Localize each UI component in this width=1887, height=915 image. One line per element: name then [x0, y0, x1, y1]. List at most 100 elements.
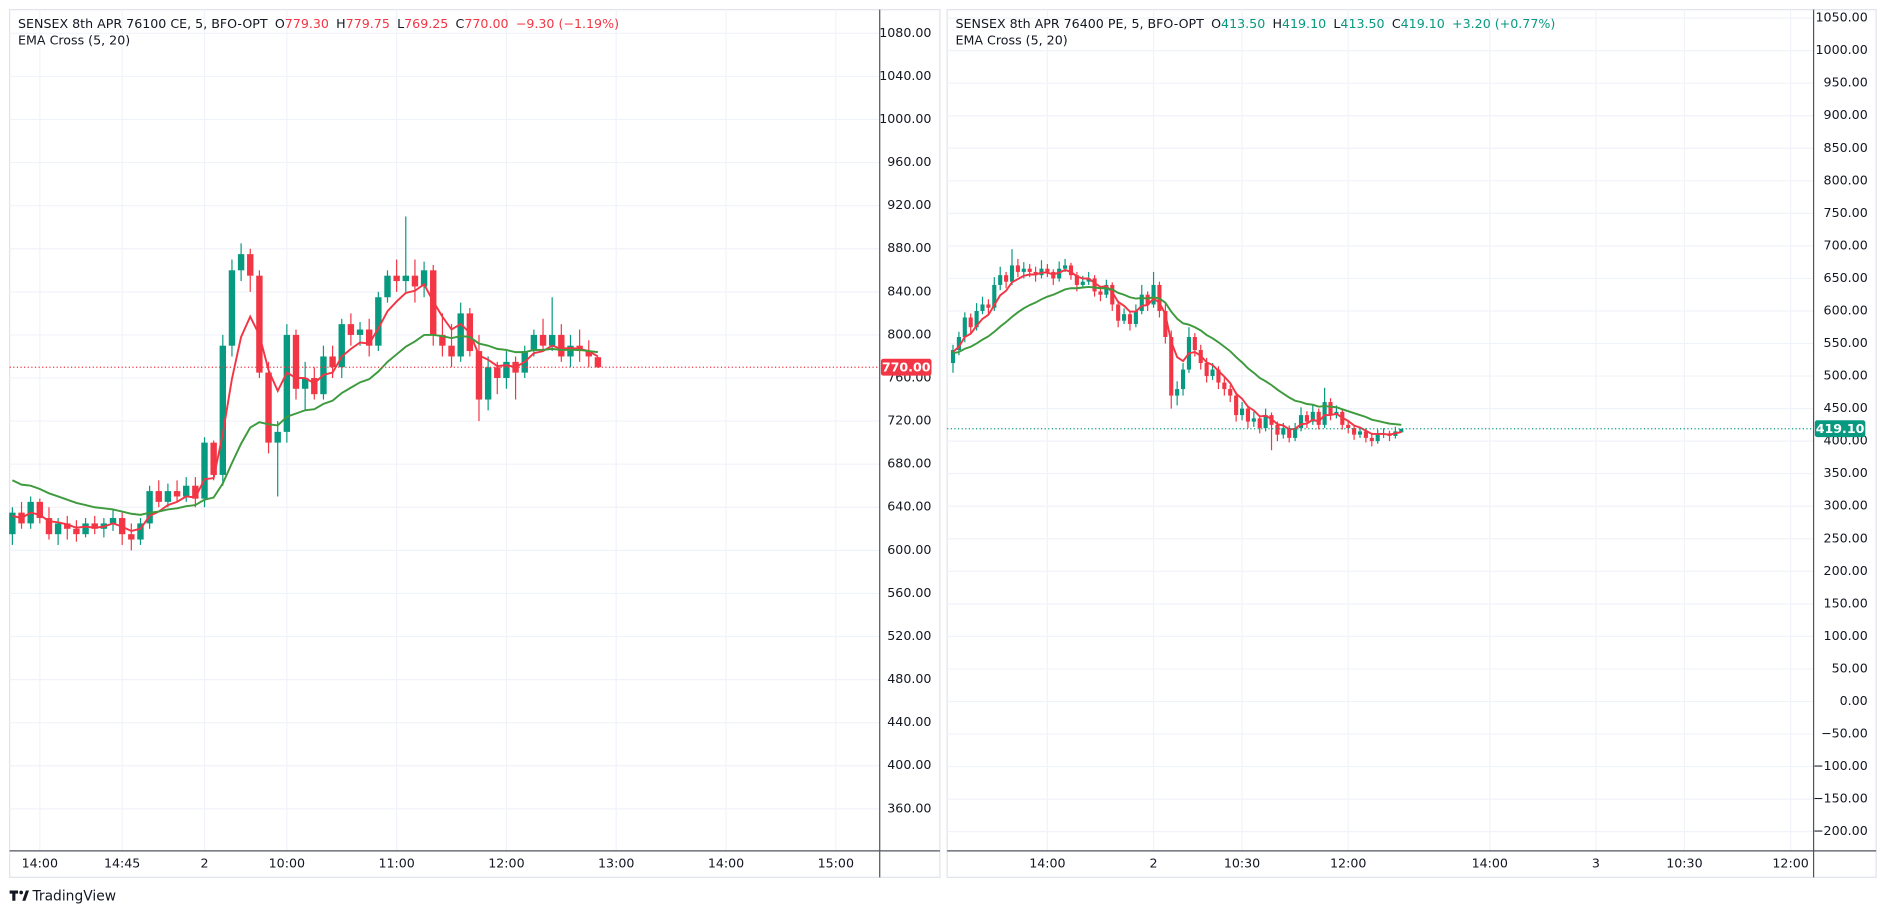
indicator-label: EMA Cross (5, 20)	[956, 32, 1068, 47]
candle-body	[1139, 294, 1144, 311]
candle-body	[974, 310, 979, 328]
footer-brand: TradingView	[31, 889, 116, 905]
y-tick-label: 200.00	[1824, 563, 1868, 578]
candle-body	[1346, 424, 1351, 429]
candle-body	[503, 361, 510, 379]
indicator-label: EMA Cross (5, 20)	[18, 32, 130, 47]
candle-body	[1015, 265, 1020, 272]
candle-body	[347, 324, 355, 335]
candle-body	[1145, 294, 1150, 305]
candle-body	[494, 367, 501, 379]
y-tick-label: 360.00	[887, 800, 931, 815]
last-price-label: 419.10	[1816, 421, 1865, 436]
candle-body	[962, 317, 967, 338]
candle-body	[1245, 408, 1250, 422]
candle-body	[73, 528, 80, 535]
candle-body	[1116, 304, 1121, 321]
y-tick-label: 800.00	[887, 326, 931, 341]
candle-body	[247, 254, 254, 276]
candle-body	[1175, 389, 1180, 396]
x-tick-label: 15:00	[818, 856, 854, 871]
legend-key: C	[456, 16, 465, 31]
candle-body	[155, 491, 162, 502]
candle-body	[393, 275, 400, 282]
candle-body	[1180, 369, 1186, 390]
y-tick-label: 100.00	[1824, 628, 1868, 643]
y-tick-label: 1000.00	[1816, 42, 1868, 57]
y-tick-label: 150.00	[1824, 595, 1868, 610]
y-tick-label: −50.00	[1821, 726, 1868, 741]
chart-legend: SENSEX 8th APR 76100 CE, 5, BFO-OPT O779.…	[18, 16, 619, 31]
y-tick-label: 440.00	[887, 714, 931, 729]
x-tick-label: 14:00	[708, 856, 744, 871]
candle-body	[530, 334, 538, 352]
candle-body	[192, 485, 199, 499]
chart-title: SENSEX 8th APR 76400 PE, 5, BFO-OPT	[956, 16, 1205, 31]
candle-body	[210, 442, 217, 475]
legend-value: 769.25	[404, 16, 448, 31]
candle-body	[237, 254, 245, 271]
y-tick-label: 520.00	[887, 628, 931, 643]
candle-body	[365, 329, 373, 346]
y-tick-label: 300.00	[1824, 498, 1868, 513]
candle-body	[1063, 265, 1068, 269]
candle-body	[1127, 314, 1133, 324]
y-tick-label: 250.00	[1824, 530, 1868, 545]
legend-value: 779.30	[285, 16, 329, 31]
x-tick-label: 2	[200, 856, 208, 871]
candle-body	[311, 378, 318, 395]
candle-body	[1133, 310, 1138, 324]
candle-body	[219, 345, 227, 475]
candle-body	[1098, 291, 1103, 295]
x-tick-label: 3	[1592, 856, 1600, 871]
y-tick-label: 1040.00	[879, 68, 931, 83]
candle-body	[1086, 278, 1091, 282]
ema-line	[952, 268, 1402, 436]
candle-body	[411, 275, 419, 287]
y-tick-label: 1000.00	[879, 111, 931, 126]
x-tick-label: 12:00	[488, 856, 524, 871]
candle-body	[986, 304, 991, 308]
candle-body	[1298, 415, 1304, 429]
x-tick-label: 10:00	[269, 856, 305, 871]
candle-body	[448, 345, 455, 357]
legend-value: 770.00	[464, 16, 508, 31]
y-tick-label: 1050.00	[1816, 10, 1868, 25]
x-tick-label: 12:00	[1330, 856, 1366, 871]
candle-body	[956, 337, 961, 351]
legend-change: +3.20 (+0.77%)	[1452, 16, 1555, 31]
y-tick-label: 900.00	[1824, 107, 1868, 122]
candle-body	[1210, 369, 1215, 377]
y-tick-label: 500.00	[1824, 368, 1868, 383]
candle-body	[1216, 369, 1221, 383]
legend-value: 419.10	[1401, 16, 1445, 31]
candle-body	[9, 512, 16, 535]
y-tick-label: 920.00	[887, 197, 931, 212]
candle-body	[1239, 408, 1245, 416]
y-tick-label: 50.00	[1832, 660, 1868, 675]
x-tick-label: 14:00	[22, 856, 58, 871]
candle-body	[1009, 265, 1015, 282]
y-tick-label: −200.00	[1813, 823, 1868, 838]
panel-frame	[946, 9, 1877, 878]
candle-body	[1316, 411, 1321, 425]
y-tick-label: −100.00	[1813, 758, 1868, 773]
logo-mark	[22, 890, 30, 901]
ema-line	[11, 333, 598, 516]
x-tick-label: 10:30	[1224, 856, 1260, 871]
y-tick-label: 750.00	[1824, 205, 1868, 220]
candle-body	[594, 357, 602, 368]
logo-dot	[19, 890, 23, 895]
candle-body	[54, 523, 62, 535]
candle-body	[548, 334, 556, 346]
last-price-label: 770.00	[882, 359, 931, 374]
y-tick-label: 680.00	[887, 456, 931, 471]
legend-key: C	[1392, 16, 1401, 31]
candle-body	[1328, 402, 1333, 416]
candle-body	[980, 304, 985, 311]
candle-body	[228, 270, 236, 346]
y-tick-label: 880.00	[887, 240, 931, 255]
y-tick-label: 600.00	[887, 542, 931, 557]
